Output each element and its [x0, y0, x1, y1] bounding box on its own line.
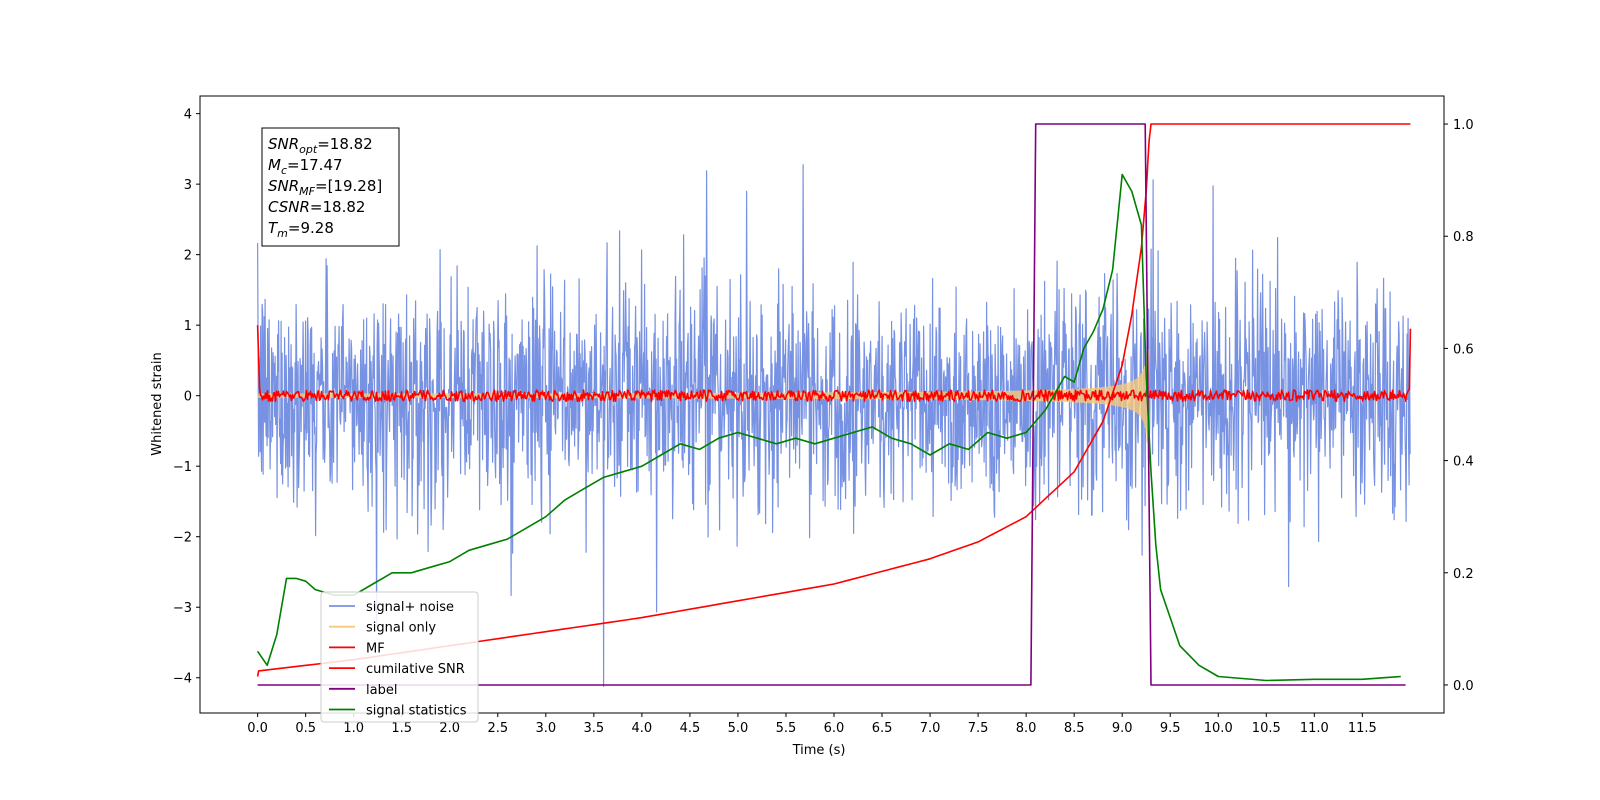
- legend: signal+ noise signal only MF cumilative SNR…: [320, 591, 479, 723]
- annotation-subscript: c: [281, 164, 287, 177]
- y-left-tick-label: 4: [184, 108, 192, 123]
- y-left-tick-label: −3: [173, 601, 192, 616]
- x-tick-label: 1.5: [391, 721, 412, 736]
- y-right-tick-label: 0.2: [1453, 567, 1474, 582]
- x-tick-label: 10.0: [1204, 721, 1233, 736]
- y-left-tick-label: −2: [173, 531, 192, 546]
- x-tick-label: 6.5: [872, 721, 893, 736]
- x-tick-label: 0.0: [247, 721, 268, 736]
- x-tick-label: 10.5: [1252, 721, 1281, 736]
- x-tick-label: 3.5: [584, 721, 605, 736]
- legend-frame: [320, 591, 479, 723]
- y-axis-left-ticks: 4 3 2 1 0 −1 −2 −3 −4: [173, 108, 200, 687]
- y-right-tick-label: 0.0: [1453, 679, 1474, 694]
- legend-label-signal-only: signal only: [366, 621, 436, 636]
- y-right-tick-label: 1.0: [1453, 118, 1474, 133]
- annotation-subscript: MF: [299, 185, 315, 198]
- legend-label-cumilative-snr: cumilative SNR: [366, 662, 465, 677]
- legend-label-mf: MF: [366, 641, 385, 656]
- x-tick-label: 8.5: [1064, 721, 1085, 736]
- annotation-value: =17.47: [287, 156, 343, 174]
- annotation-symbol: T: [268, 219, 279, 237]
- x-tick-label: 8.0: [1016, 721, 1037, 736]
- legend-label-signal-statistics: signal statistics: [366, 704, 467, 719]
- annotation-line: SNRMF=[19.28]: [268, 177, 382, 198]
- y-left-tick-label: 3: [184, 178, 192, 193]
- y-left-tick-label: 1: [184, 319, 192, 334]
- x-tick-label: 6.0: [824, 721, 845, 736]
- y-right-tick-label: 0.4: [1453, 455, 1474, 470]
- annotation-subscript: opt: [299, 143, 318, 156]
- x-tick-label: 7.0: [920, 721, 941, 736]
- y-axis-right-ticks: 1.0 0.8 0.6 0.4 0.2 0.0: [1444, 118, 1474, 694]
- x-tick-label: 2.0: [439, 721, 460, 736]
- x-tick-label: 4.0: [632, 721, 653, 736]
- x-tick-label: 5.5: [776, 721, 797, 736]
- y-right-tick-label: 0.6: [1453, 342, 1474, 357]
- annotation-value: =18.82: [310, 198, 366, 216]
- annotation-subscript: m: [277, 227, 288, 240]
- series-label: [257, 123, 1406, 686]
- x-tick-label: 0.5: [295, 721, 316, 736]
- x-tick-label: 2.5: [487, 721, 508, 736]
- y-left-tick-label: 0: [184, 390, 192, 405]
- annotation-frame: [261, 127, 400, 247]
- annotation-symbol: CSNR: [268, 198, 310, 216]
- annotation-symbol: M: [268, 156, 281, 174]
- x-tick-label: 9.0: [1112, 721, 1133, 736]
- x-tick-label: 11.5: [1348, 721, 1377, 736]
- plot-frame: [199, 95, 1445, 714]
- annotation-value: =18.82: [317, 135, 373, 153]
- x-tick-label: 3.0: [535, 721, 556, 736]
- x-tick-label: 1.0: [343, 721, 364, 736]
- series-mf: [256, 325, 1412, 403]
- series-signal-statistics: [256, 173, 1401, 682]
- x-axis-label: Time (s): [792, 743, 846, 758]
- annotation-line: Tm=9.28: [268, 219, 334, 240]
- x-tick-label: 4.5: [680, 721, 701, 736]
- legend-label-label: label: [366, 683, 397, 698]
- y-axis-label: Whitened strain: [150, 352, 165, 455]
- y-left-tick-label: −4: [173, 672, 192, 687]
- annotation-line: Mc=17.47: [268, 156, 343, 177]
- snr-annotation-box: SNRopt=18.82Mc=17.47SNRMF=[19.28]CSNR=18…: [261, 127, 400, 247]
- series-signal-noise: [257, 164, 1411, 687]
- annotation-value: =[19.28]: [315, 177, 382, 195]
- annotation-symbol: SNR: [268, 135, 299, 153]
- annotation-line: SNRopt=18.82: [268, 135, 373, 156]
- legend-label-signal-noise: signal+ noise: [366, 600, 454, 615]
- annotation-symbol: SNR: [268, 177, 299, 195]
- x-tick-label: 7.5: [968, 721, 989, 736]
- y-right-tick-label: 0.8: [1453, 230, 1474, 245]
- x-axis-ticks: 0.0 0.5 1.0 1.5 2.0 2.5 3.0 3.5 4.0 4.5 5.0 5.5 6.0 6…: [247, 713, 1377, 736]
- y-left-tick-label: −1: [173, 460, 192, 475]
- x-tick-label: 11.0: [1300, 721, 1329, 736]
- annotation-line: CSNR=18.82: [268, 198, 365, 216]
- x-tick-label: 5.0: [728, 721, 749, 736]
- x-tick-label: 9.5: [1160, 721, 1181, 736]
- annotation-value: =9.28: [288, 219, 334, 237]
- y-left-tick-label: 2: [184, 249, 192, 264]
